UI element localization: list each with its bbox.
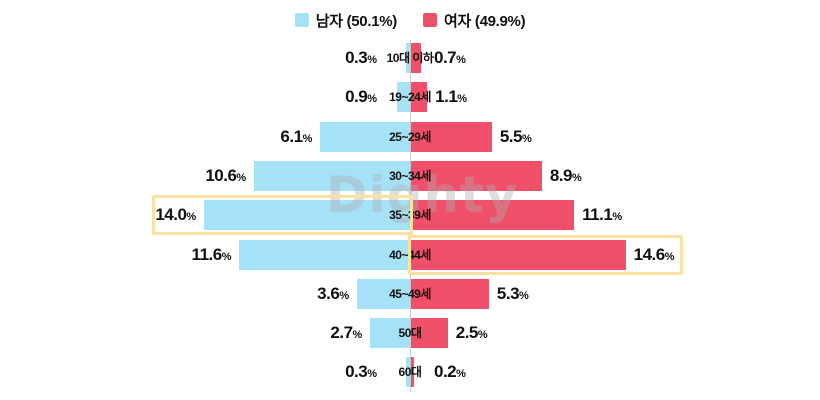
age-row: 35~39세 14.0% 11.1% (0, 200, 820, 230)
male-value-label: 2.7% (330, 323, 363, 342)
female-bar (411, 82, 428, 112)
female-value-label: 5.3% (496, 284, 529, 303)
age-label: 60대 (398, 365, 422, 379)
age-label: 10대 이하 (386, 51, 434, 65)
male-bar (370, 318, 410, 348)
age-row: 25~29세 6.1% 5.5% (0, 122, 820, 152)
female-value-label: 1.1% (435, 87, 468, 106)
male-bar (320, 122, 410, 152)
female-bar (411, 357, 414, 387)
age-label: 19~24세 (389, 90, 431, 104)
male-bar (396, 82, 410, 112)
male-bar (357, 279, 410, 309)
age-label: 25~29세 (389, 130, 431, 144)
age-label: 35~39세 (389, 208, 431, 222)
male-value-label: 0.3% (345, 362, 377, 381)
male-value-label: 6.1% (280, 127, 313, 146)
male-value-label: 0.9% (345, 87, 377, 106)
legend-item-female: 여자 (49.9%) (423, 10, 526, 31)
female-value-label: 11.1% (582, 205, 623, 224)
age-label: 45~49세 (389, 287, 431, 301)
age-row: 50대 2.7% 2.5% (0, 318, 820, 348)
legend-item-male: 남자 (50.1%) (294, 10, 398, 31)
female-bar (411, 161, 542, 191)
age-label: 50대 (398, 326, 422, 340)
female-bar (411, 279, 489, 309)
female-legend-swatch-icon (423, 13, 437, 27)
male-value-label: 11.6% (191, 245, 232, 264)
female-value-label: 14.6% (633, 245, 675, 264)
female-bar (411, 122, 492, 152)
age-row: 60대 0.3% 0.2% (0, 357, 820, 387)
male-legend-label: 남자 (50.1%) (315, 12, 398, 30)
age-row: 45~49세 3.6% 5.3% (0, 279, 820, 309)
female-legend-label: 여자 (49.9%) (444, 12, 526, 30)
male-value-label: 3.6% (317, 284, 350, 303)
female-value-label: 8.9% (549, 166, 582, 185)
male-bar (405, 357, 410, 387)
female-bar (411, 43, 422, 73)
age-label: 30~34세 (389, 169, 431, 183)
female-value-label: 2.5% (455, 323, 488, 342)
female-bar (411, 200, 575, 230)
female-bar (411, 240, 626, 270)
male-legend-swatch-icon (294, 13, 309, 27)
legend: 남자 (50.1%) 여자 (49.9%) (0, 10, 820, 30)
age-row: 10대 이하 0.3% 0.7% (0, 43, 820, 73)
female-value-label: 0.7% (434, 48, 466, 67)
male-value-label: 0.3% (345, 48, 377, 67)
male-value-label: 10.6% (205, 166, 247, 185)
female-value-label: 0.2% (434, 362, 466, 381)
female-bar (411, 318, 448, 348)
male-bar (239, 240, 410, 270)
male-bar (204, 200, 410, 230)
male-value-label: 14.0% (155, 205, 197, 224)
female-value-label: 5.5% (499, 127, 532, 146)
age-label: 40~44세 (389, 248, 431, 262)
male-bar (254, 161, 410, 191)
male-bar (405, 43, 410, 73)
age-row: 40~44세 11.6% 14.6% (0, 240, 820, 270)
age-row: 19~24세 0.9% 1.1% (0, 82, 820, 112)
age-row: 30~34세 10.6% 8.9% (0, 161, 820, 191)
